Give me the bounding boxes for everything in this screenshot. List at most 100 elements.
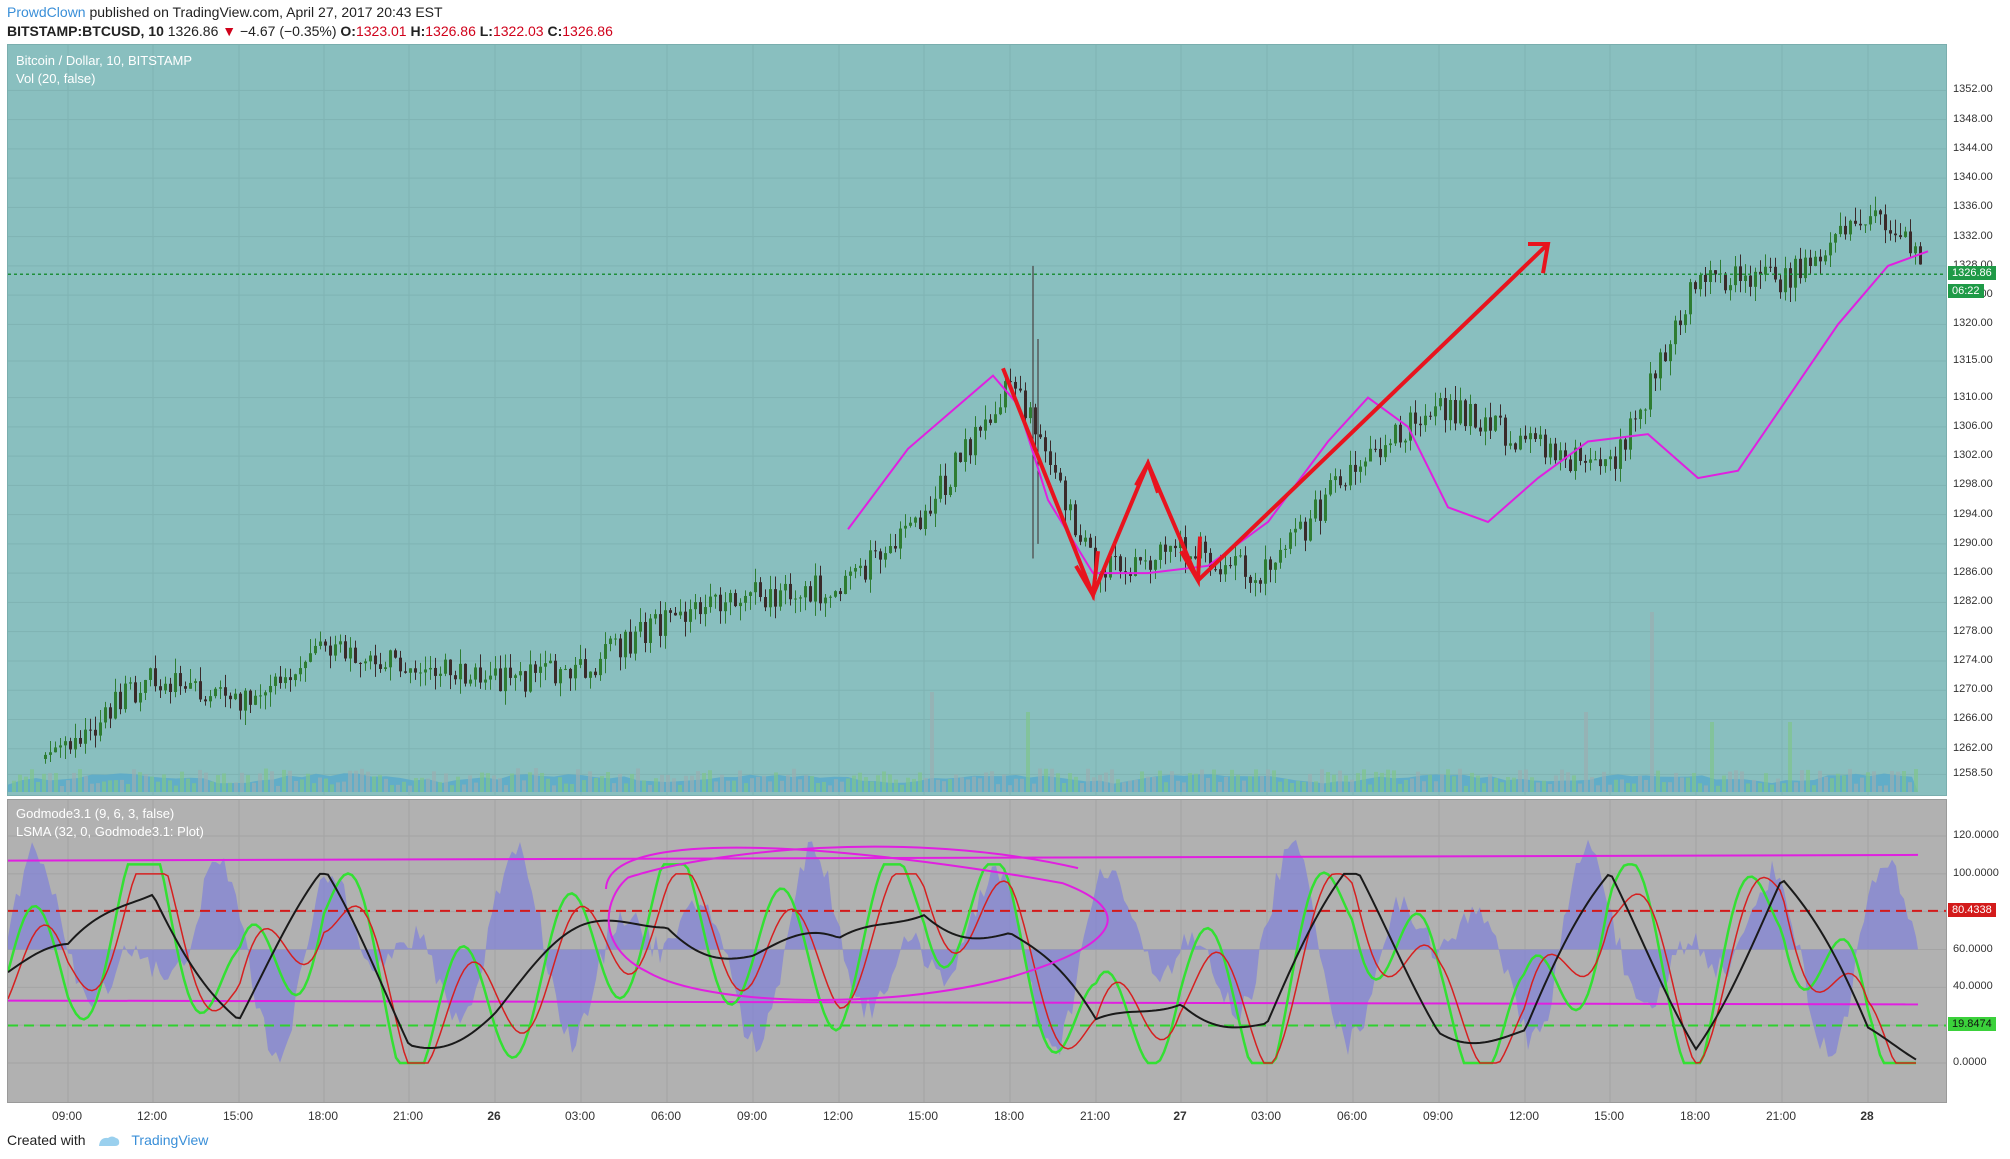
volume-bar <box>1302 781 1306 792</box>
candle-body <box>1869 216 1872 225</box>
volume-bar <box>1830 778 1834 792</box>
candle-body <box>484 679 487 683</box>
volume-bar <box>468 775 472 792</box>
price-pane[interactable]: Bitcoin / Dollar, 10, BITSTAMP Vol (20, … <box>7 44 1947 796</box>
volume-bar <box>252 782 256 792</box>
volume-bar <box>1800 770 1804 792</box>
candle-body <box>129 682 132 684</box>
candle-body <box>1259 580 1262 584</box>
candle-body <box>749 592 752 596</box>
candle-body <box>1579 447 1582 461</box>
price-tick: 1348.00 <box>1953 112 1993 125</box>
candle-body <box>209 696 212 702</box>
time-axis[interactable]: 09:00 12:00 15:00 18:00 21:00 26 03:00 06:00 09:… <box>7 1103 1947 1129</box>
price-tick: 1274.00 <box>1953 653 1993 666</box>
volume-bar <box>1452 776 1456 792</box>
volume-bar <box>426 778 430 792</box>
volume-bar <box>1572 775 1576 792</box>
volume-bar <box>1710 722 1714 792</box>
candle-body <box>1329 480 1332 495</box>
candle-body <box>1729 285 1732 291</box>
price-change: −4.67 (−0.35%) <box>240 23 337 39</box>
candle-body <box>1799 258 1802 279</box>
volume-bar <box>1266 769 1270 792</box>
candle-body <box>1224 565 1227 575</box>
volume-bar <box>42 773 46 792</box>
candle-body <box>1639 409 1642 420</box>
candle-body <box>1879 210 1882 215</box>
indicator-pane[interactable]: Godmode3.1 (9, 6, 3, false) LSMA (32, 0,… <box>7 799 1947 1103</box>
candle-body <box>759 582 762 598</box>
volume-bar <box>18 774 22 792</box>
tradingview-brand-link[interactable]: TradingView <box>131 1132 209 1148</box>
indicator-tick: 60.0000 <box>1953 942 1993 955</box>
volume-bar <box>1242 780 1246 792</box>
time-tick: 09:00 <box>736 1109 768 1123</box>
author-link[interactable]: ProwdClown <box>7 4 86 20</box>
candle-body <box>1769 266 1772 268</box>
candle-body <box>1919 246 1922 265</box>
low-label: L: <box>479 23 493 39</box>
candle-body <box>1594 459 1597 461</box>
volume-bar <box>528 772 532 792</box>
candle-body <box>1874 210 1877 217</box>
candle-body <box>709 596 712 608</box>
candle-body <box>614 638 617 640</box>
candle-body <box>1519 435 1522 450</box>
candle-body <box>704 607 707 615</box>
volume-bar <box>666 774 670 792</box>
volume-bar <box>618 773 622 792</box>
candle-body <box>879 551 882 560</box>
volume-bar <box>792 768 796 792</box>
candle-body <box>109 707 112 719</box>
candle-body <box>1914 246 1917 254</box>
candle-body <box>1544 434 1547 458</box>
candle-body <box>239 693 242 711</box>
volume-bar <box>1734 770 1738 792</box>
volume-bar <box>1320 769 1324 792</box>
candle-body <box>1314 499 1317 519</box>
price-axis[interactable]: 1352.00 1348.00 1344.00 1340.00 1336.00 1332.… <box>1947 44 2010 796</box>
candle-body <box>299 668 302 675</box>
volume-bar <box>1836 773 1840 792</box>
open-label: O: <box>340 23 356 39</box>
candle-body <box>1154 559 1157 570</box>
candle-body <box>664 610 667 636</box>
candle-body <box>264 692 267 696</box>
volume-bar <box>870 781 874 792</box>
candle-body <box>1659 352 1662 379</box>
volume-bar <box>1746 783 1750 792</box>
candle-body <box>1114 556 1117 558</box>
volume-bar <box>1812 785 1816 792</box>
candle-body <box>869 550 872 580</box>
volume-bar <box>276 785 280 792</box>
volume-bar <box>1002 774 1006 792</box>
volume-bar <box>750 778 754 792</box>
candle-body <box>1499 415 1502 418</box>
candle-body <box>1909 231 1912 254</box>
volume-bar <box>672 778 676 792</box>
candle-body <box>579 659 582 665</box>
volume-bar <box>1230 769 1234 792</box>
volume-bar <box>1092 777 1096 792</box>
volume-bar <box>1908 782 1912 792</box>
volume-bar <box>816 782 820 792</box>
time-tick: 18:00 <box>1679 1109 1711 1123</box>
volume-bar <box>402 781 406 792</box>
volume-bar <box>1632 783 1636 792</box>
volume-bar <box>288 770 292 792</box>
volume-bar <box>1140 771 1144 792</box>
candle-body <box>1344 485 1347 487</box>
candle-body <box>1599 459 1602 467</box>
volume-bar <box>1416 771 1420 792</box>
candle-body <box>1104 572 1107 578</box>
candle-body <box>419 672 422 674</box>
candle-body <box>1474 403 1477 428</box>
volume-bar <box>996 784 1000 792</box>
candle-body <box>1304 521 1307 541</box>
upper-value-tag: 80.4338 <box>1948 902 1996 917</box>
candle-body <box>359 662 362 664</box>
indicator-axis[interactable]: 120.0000100.000080.000060.000040.000020.… <box>1947 799 2010 1103</box>
volume-bar <box>1386 769 1390 792</box>
candle-body <box>454 675 457 680</box>
